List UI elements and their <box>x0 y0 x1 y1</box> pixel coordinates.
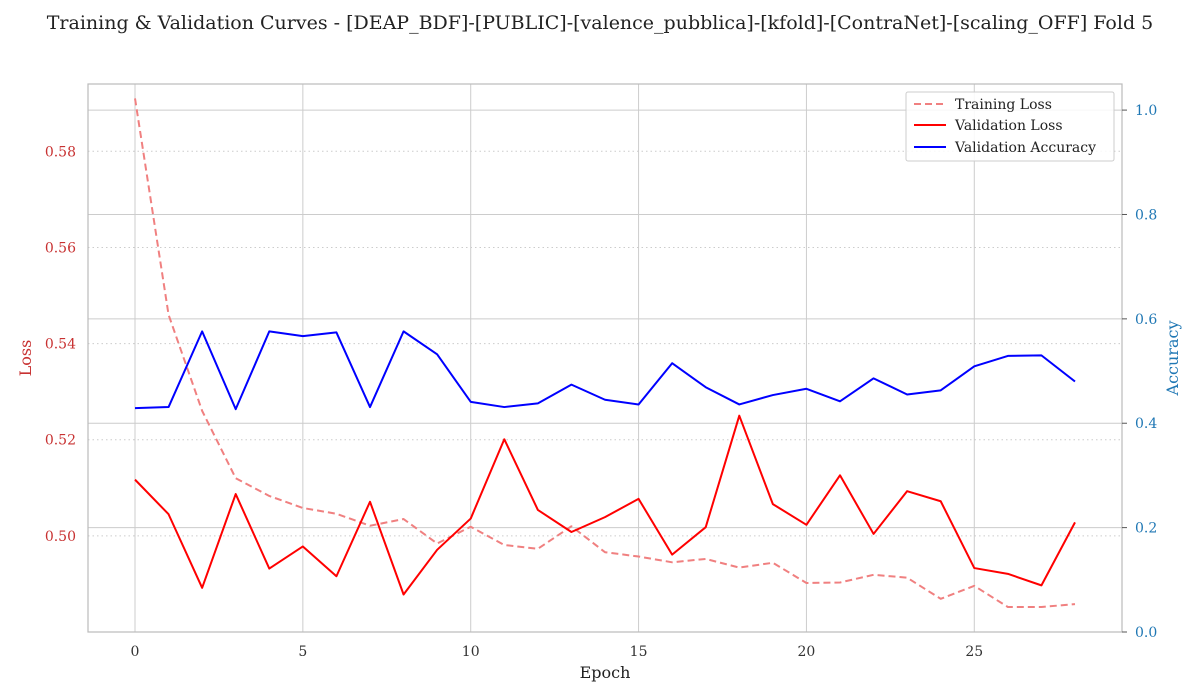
x-tick-label: 15 <box>630 644 648 660</box>
x-tick-label: 10 <box>462 644 480 660</box>
y-left-tick-label: 0.56 <box>45 240 76 256</box>
y-left-tick-label: 0.58 <box>45 144 76 160</box>
chart-title: Training & Validation Curves - [DEAP_BDF… <box>47 12 1154 34</box>
y-left-tick-label: 0.50 <box>45 529 76 545</box>
y-right-tick-label: 0.8 <box>1135 207 1157 223</box>
x-tick-label: 0 <box>131 644 140 660</box>
y-right-tick-label: 0.2 <box>1135 521 1157 537</box>
x-tick-label: 20 <box>798 644 816 660</box>
validation-loss-line <box>134 414 1076 596</box>
y-axis-left-label: Loss <box>16 340 35 377</box>
ticks: 0 5 10 15 20 25 0.0 0.2 0.4 0.6 0.8 1.0 0.50 0.52 0.54… <box>45 103 1158 660</box>
x-axis-label: Epoch <box>580 663 631 682</box>
y-left-tick-label: 0.54 <box>45 337 76 353</box>
grid <box>88 84 1122 633</box>
series-lines <box>134 98 1076 608</box>
y-right-tick-label: 0.4 <box>1135 416 1157 432</box>
y-right-tick-label: 0.0 <box>1135 625 1157 641</box>
x-tick-label: 5 <box>298 644 307 660</box>
y-right-tick-label: 0.6 <box>1135 312 1157 328</box>
x-tick-label: 25 <box>965 644 983 660</box>
legend-label-training-loss: Training Loss <box>955 97 1052 113</box>
legend: Training Loss Validation Loss Validation… <box>905 91 1115 162</box>
legend-label-validation-loss: Validation Loss <box>954 118 1063 134</box>
training-loss-line <box>134 98 1076 608</box>
legend-box <box>905 91 1115 162</box>
validation-accuracy-line <box>134 330 1076 411</box>
y-right-tick-label: 1.0 <box>1135 103 1157 119</box>
legend-label-validation-accuracy: Validation Accuracy <box>954 140 1096 156</box>
y-axis-right-label: Accuracy <box>1163 321 1182 397</box>
plot-background <box>88 84 1122 632</box>
y-left-tick-label: 0.52 <box>45 433 76 449</box>
plot-frame <box>87 83 1123 633</box>
